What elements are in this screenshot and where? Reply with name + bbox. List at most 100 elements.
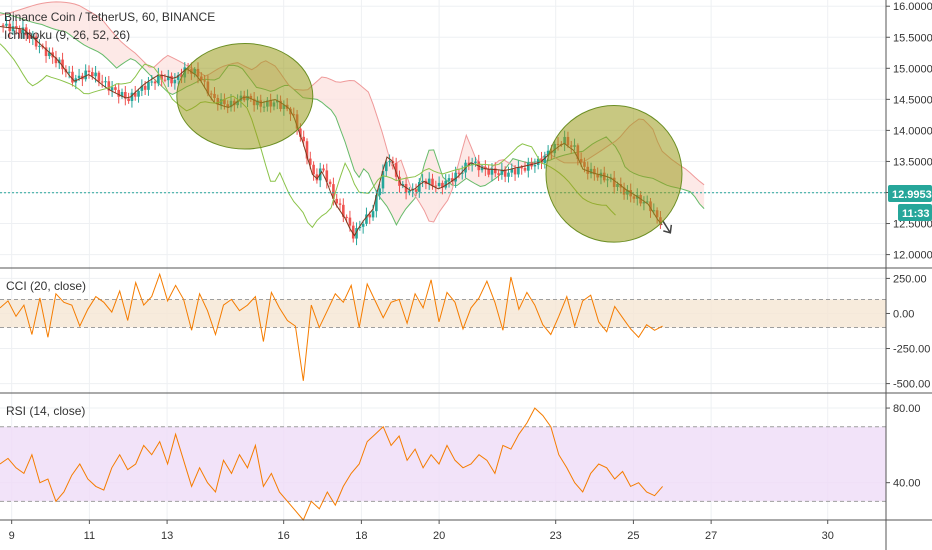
cci-tick-label: 0.00 (893, 308, 914, 320)
candle-body (444, 180, 448, 188)
candle-body (11, 26, 15, 32)
candle-body (421, 180, 424, 183)
candle-body (388, 161, 391, 163)
rsi-tick-label: 40.00 (893, 478, 921, 490)
indicator-lines (0, 272, 663, 521)
candle-body (408, 190, 411, 193)
candle-body (147, 81, 150, 90)
candle-body (480, 166, 484, 171)
candle-body (368, 214, 372, 218)
candle-body (543, 155, 547, 164)
candle-body (503, 169, 507, 177)
candle-body (160, 74, 163, 80)
countdown-tag (898, 204, 932, 221)
candle-body (335, 198, 339, 204)
price-tick-label: 14.5000 (893, 94, 932, 106)
candle-body (18, 28, 21, 34)
rsi-band (0, 426, 886, 502)
price-tick-label: 13.5000 (893, 156, 932, 168)
candle-body (487, 169, 490, 175)
price-tick-label: 15.5000 (893, 32, 932, 44)
time-tick-label: 11 (84, 530, 95, 542)
candle-body (104, 81, 107, 83)
candle-body (107, 81, 111, 91)
price-tick-label: 12.5000 (893, 219, 932, 231)
candle-body (38, 45, 41, 47)
price-tick-label: 16.0000 (893, 1, 932, 13)
time-tick-label: 13 (161, 530, 173, 542)
candle-body (391, 161, 395, 164)
candle-body (312, 164, 315, 175)
candle-body (361, 223, 365, 227)
candle-body (520, 167, 523, 169)
cci-line (0, 272, 663, 381)
candle-body (497, 173, 500, 175)
candle-body (375, 195, 378, 212)
rsi-label: RSI (14, close) (6, 404, 85, 418)
cloud-area (0, 1, 705, 225)
candle-body (371, 211, 375, 218)
candle-body (332, 184, 335, 199)
rsi-line (0, 407, 663, 521)
candle-body (110, 87, 114, 91)
candle-body (460, 172, 464, 174)
candle-body (163, 79, 167, 81)
candle-body (299, 128, 302, 137)
time-tick-label: 23 (550, 530, 562, 542)
time-tick-label: 30 (822, 530, 834, 542)
candle-body (348, 217, 352, 226)
candle-body (417, 182, 421, 192)
candle-body (157, 74, 160, 84)
candle-body (384, 161, 388, 172)
candle-body (378, 188, 381, 196)
candle-body (457, 172, 461, 174)
candle-body (176, 75, 180, 80)
cci-tick-label: 250.00 (893, 273, 927, 285)
candle-body (451, 178, 454, 182)
lagging-span (0, 43, 616, 229)
candle-body (470, 163, 474, 166)
candle-body (536, 158, 540, 166)
price-tick-label: 12.0000 (893, 250, 932, 262)
candle-body (315, 174, 319, 181)
cci-tick-label: -500.00 (893, 379, 930, 391)
time-tick-label: 16 (278, 530, 290, 542)
ellipse-annotation-2[interactable] (545, 105, 683, 243)
current-price-label: 12.9953 (892, 189, 932, 201)
candle-body (100, 81, 104, 83)
countdown-label: 11:33 (902, 208, 930, 220)
candle-body (338, 203, 342, 205)
candle-body (153, 81, 157, 84)
candle-body (117, 89, 121, 97)
candle-body (510, 169, 514, 173)
time-tick-label: 18 (355, 530, 367, 542)
ellipse-annotations[interactable] (176, 42, 683, 243)
candle-body (351, 225, 355, 239)
candle-body (302, 136, 305, 142)
candle-body (526, 162, 530, 171)
candle-body (523, 167, 527, 171)
candle-body (441, 182, 444, 188)
time-tick-label: 9 (9, 530, 15, 542)
candle-body (21, 27, 25, 34)
candle-body (404, 184, 408, 193)
candle-body (437, 182, 441, 187)
candle-body (166, 75, 170, 81)
candle-body (170, 75, 173, 84)
candle-body (90, 72, 94, 77)
candle-body (94, 72, 97, 77)
rsi-tick-label: 80.00 (893, 403, 921, 415)
current-price-tag (888, 185, 932, 202)
candle-body (140, 85, 144, 91)
candle-body (143, 85, 147, 90)
arrow-head (663, 224, 673, 234)
candle-body (381, 171, 385, 189)
candle-body (322, 168, 325, 171)
candle-body (447, 178, 451, 181)
ellipse-annotation-1[interactable] (176, 42, 314, 150)
candle-body (305, 141, 309, 159)
candle-body (308, 158, 312, 165)
candle-body (513, 169, 517, 175)
ichimoku-label: Ichimoku (9, 26, 52, 26) (4, 28, 130, 42)
